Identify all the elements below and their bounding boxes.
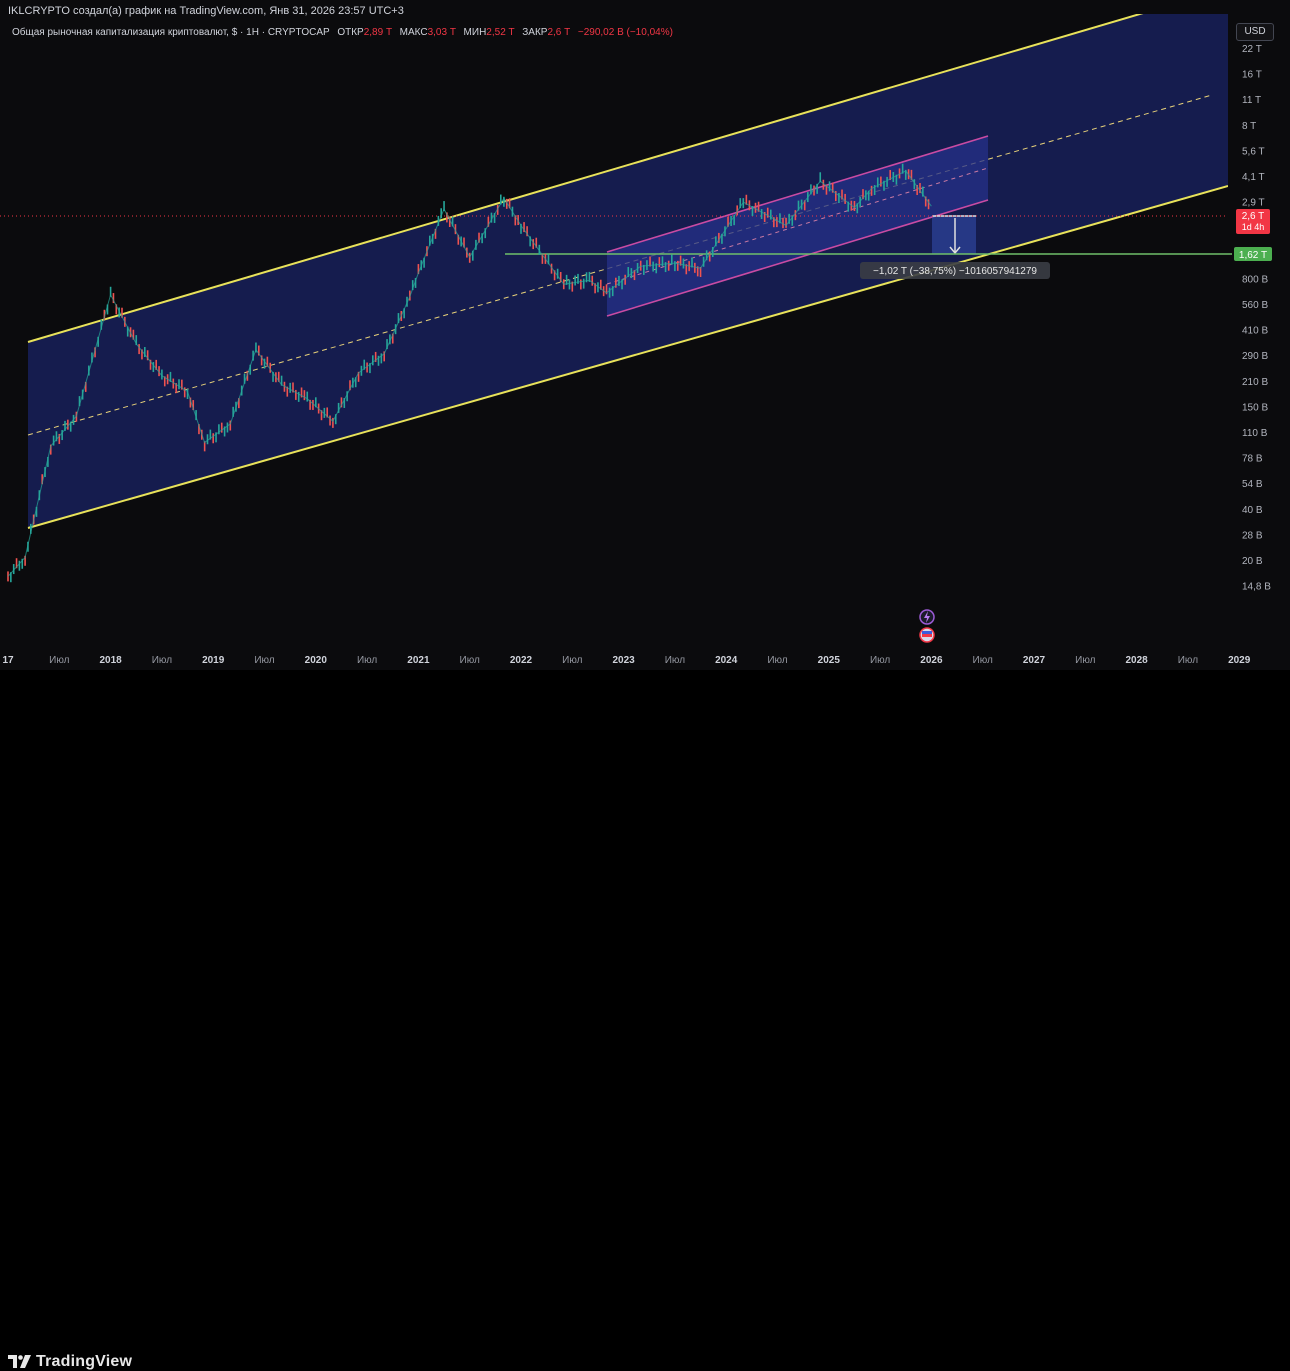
- tradingview-brand: TradingView: [36, 1353, 133, 1370]
- close-value: 2,6 T: [547, 27, 571, 38]
- tradingview-logo[interactable]: TradingView: [8, 1353, 132, 1371]
- price-tick-label: 14,8 B: [1242, 582, 1271, 593]
- open-label: ОТКР: [337, 27, 364, 38]
- time-tick-label: 2026: [920, 655, 943, 666]
- time-tick-label: Июл: [460, 655, 480, 666]
- symbol-legend: Общая рыночная капитализация криптовалют…: [12, 27, 673, 38]
- close-label: ЗАКР: [522, 27, 548, 38]
- time-tick-label: Июл: [562, 655, 582, 666]
- measure-tooltip[interactable]: −1,02 T (−38,75%) −1016057941279: [860, 262, 1050, 279]
- price-tick-label: 5,6 T: [1242, 146, 1265, 157]
- price-tick-label: 150 B: [1242, 402, 1268, 413]
- time-tick-label: Июл: [973, 655, 993, 666]
- time-tick-label: Июл: [767, 655, 787, 666]
- price-tick-label: 8 T: [1242, 121, 1256, 132]
- time-tick-label: Июл: [152, 655, 172, 666]
- price-tick-label: 16 T: [1242, 70, 1262, 81]
- price-tick-label: 40 B: [1242, 505, 1263, 516]
- time-tick-label: 17: [2, 655, 14, 666]
- publisher-line: IKLCRYPTO создал(а) график на TradingVie…: [8, 5, 404, 17]
- tradingview-logo-icon: [8, 1355, 31, 1368]
- time-scale[interactable]: 17 Июл 2018 Июл 2019 Июл 2020 Июл 2021 Июл 2022 Июл…: [2, 655, 1250, 666]
- target-price-label: 1,62 T: [1239, 250, 1267, 261]
- time-tick-label: 2023: [612, 655, 635, 666]
- time-tick-label: 2029: [1228, 655, 1251, 666]
- price-tick-label: 210 B: [1242, 377, 1268, 388]
- time-tick-label: 2025: [818, 655, 841, 666]
- price-tick-label: 28 B: [1242, 530, 1263, 541]
- price-tick-label: 800 B: [1242, 274, 1268, 285]
- event-flash-icon[interactable]: [919, 609, 935, 625]
- small-channel-mid-line[interactable]: [606, 167, 989, 285]
- small-channel-lower-line[interactable]: [606, 199, 989, 317]
- price-tick-label: 78 B: [1242, 454, 1263, 465]
- price-scale[interactable]: 22 T16 T11 T8 T5,6 T4,1 T2,9 T2 T1,1 T80…: [1242, 44, 1271, 593]
- time-tick-label: 2020: [305, 655, 328, 666]
- price-tick-label: 410 B: [1242, 326, 1268, 337]
- time-tick-label: Июл: [870, 655, 890, 666]
- low-value: 2,52 T: [486, 27, 515, 38]
- price-series: [7, 163, 932, 583]
- open-value: 2,89 T: [363, 27, 392, 38]
- current-price-label: 2,6 T: [1242, 211, 1265, 222]
- high-label: МАКС: [399, 27, 428, 38]
- chart-area[interactable]: 22 T16 T11 T8 T5,6 T4,1 T2,9 T2 T1,1 T80…: [0, 0, 1290, 670]
- price-tick-label: 290 B: [1242, 351, 1268, 362]
- target-price-badge: 1,62 T: [1234, 247, 1272, 261]
- change-value: −290,02 B (−10,04%): [577, 27, 673, 38]
- projection-arrow-head: [949, 246, 961, 255]
- countdown-label: 1d 4h: [1242, 222, 1265, 232]
- chart-canvas[interactable]: 22 T16 T11 T8 T5,6 T4,1 T2,9 T2 T1,1 T80…: [0, 0, 1290, 670]
- time-tick-label: 2024: [715, 655, 738, 666]
- time-tick-label: 2022: [510, 655, 533, 666]
- current-price-badge: 2,6 T 1d 4h: [1236, 209, 1270, 234]
- price-tick-label: 11 T: [1242, 95, 1261, 106]
- price-tick-label: 22 T: [1242, 44, 1262, 55]
- footer-bar: TradingView: [0, 670, 1290, 1370]
- price-tick-label: 4,1 T: [1242, 172, 1265, 183]
- price-tick-label: 54 B: [1242, 479, 1263, 490]
- symbol-name: Общая рыночная капитализация криптовалют…: [12, 27, 330, 38]
- time-tick-label: Июл: [1178, 655, 1198, 666]
- price-tick-label: 560 B: [1242, 300, 1268, 311]
- projection-box[interactable]: [932, 216, 976, 254]
- big-channel-upper-line[interactable]: [27, 0, 1228, 343]
- price-tick-label: 110 B: [1242, 428, 1268, 439]
- high-value: 3,03 T: [427, 27, 456, 38]
- time-tick-label: Июл: [254, 655, 274, 666]
- time-tick-label: Июл: [665, 655, 685, 666]
- big-channel-lower-line[interactable]: [27, 185, 1228, 529]
- price-line: [7, 170, 932, 577]
- price-tick-label: 20 B: [1242, 556, 1263, 567]
- small-channel-upper-line[interactable]: [606, 135, 989, 253]
- time-tick-label: 2028: [1125, 655, 1148, 666]
- time-tick-label: Июл: [49, 655, 69, 666]
- price-tick-label: 2,9 T: [1242, 198, 1265, 209]
- measure-label: −1,02 T (−38,75%) −1016057941279: [873, 266, 1037, 277]
- time-tick-label: 2027: [1023, 655, 1046, 666]
- time-tick-label: 2019: [202, 655, 225, 666]
- low-label: МИН: [463, 27, 487, 38]
- time-tick-label: 2021: [407, 655, 430, 666]
- time-tick-label: 2018: [99, 655, 122, 666]
- currency-button[interactable]: USD: [1236, 23, 1274, 41]
- time-tick-label: Июл: [357, 655, 377, 666]
- time-tick-label: Июл: [1075, 655, 1095, 666]
- event-flag-icon[interactable]: [919, 627, 935, 643]
